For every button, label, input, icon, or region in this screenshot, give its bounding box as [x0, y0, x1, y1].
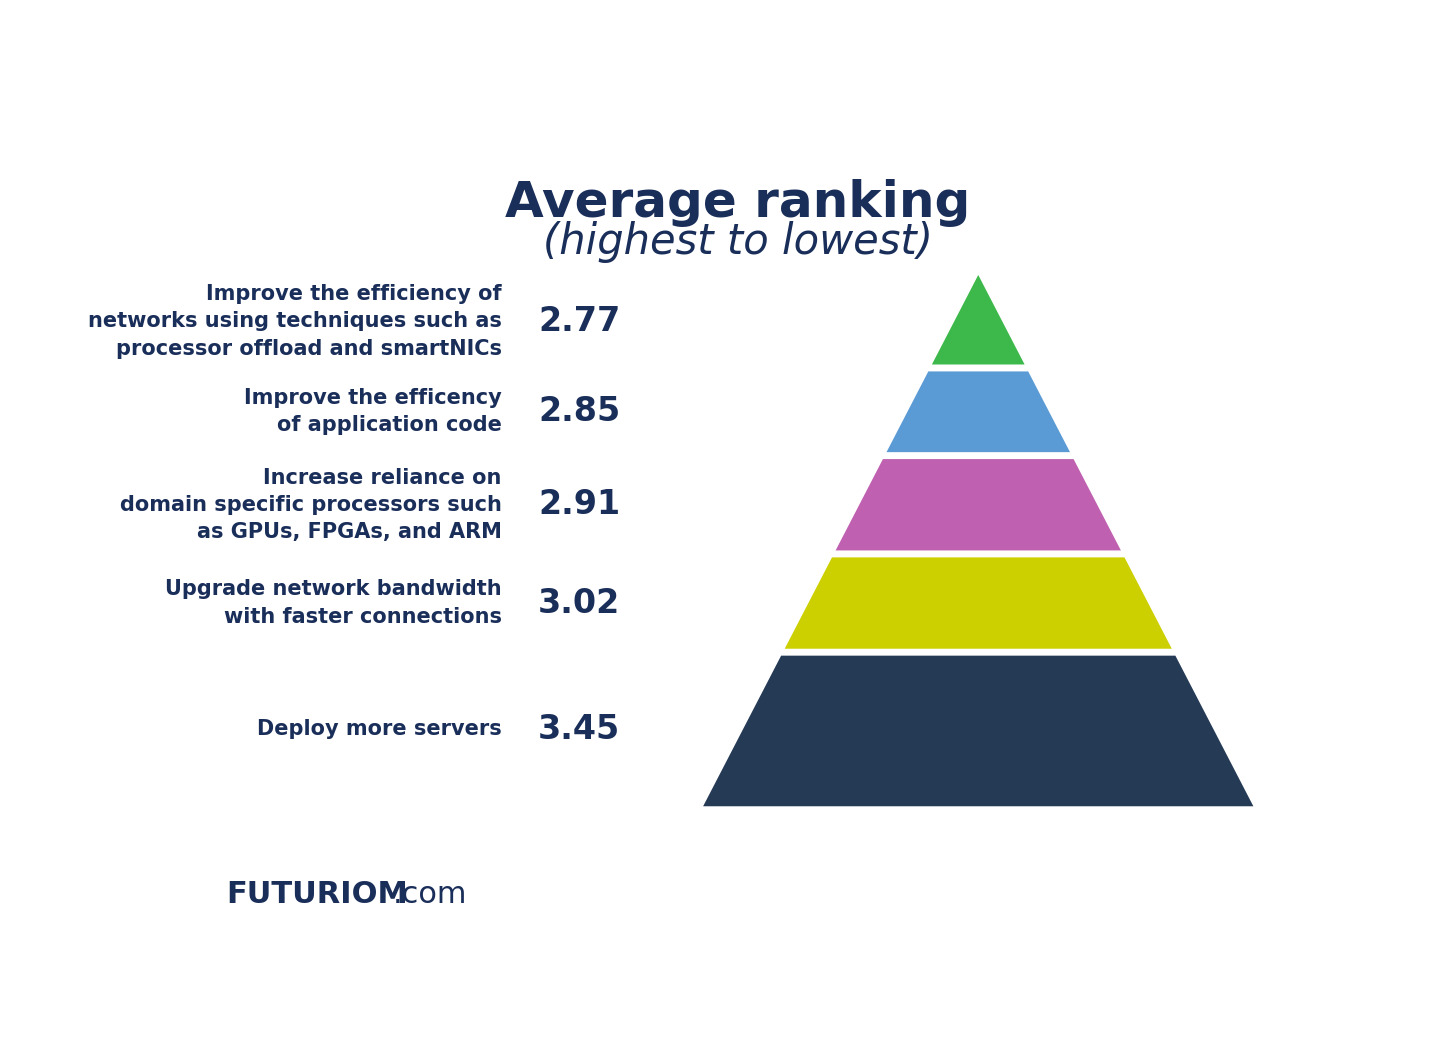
Text: Increase reliance on
domain specific processors such
as GPUs, FPGAs, and ARM: Increase reliance on domain specific pro…: [120, 468, 501, 542]
Text: 2.77: 2.77: [539, 305, 621, 338]
Text: Deploy more servers: Deploy more servers: [256, 719, 501, 739]
Text: 2.85: 2.85: [539, 395, 621, 429]
Polygon shape: [835, 459, 1120, 551]
Text: .com: .com: [393, 880, 468, 910]
Polygon shape: [932, 275, 1025, 364]
Polygon shape: [703, 656, 1253, 807]
Polygon shape: [785, 557, 1172, 649]
Text: 3.45: 3.45: [539, 713, 621, 746]
Text: Average ranking: Average ranking: [505, 179, 971, 226]
Text: FUTURIOM: FUTURIOM: [226, 880, 409, 910]
Text: Upgrade network bandwidth
with faster connections: Upgrade network bandwidth with faster co…: [166, 579, 501, 627]
Text: Improve the efficiency of
networks using techniques such as
processor offload an: Improve the efficiency of networks using…: [88, 284, 501, 359]
Text: Improve the efficency
of application code: Improve the efficency of application cod…: [243, 389, 501, 435]
Polygon shape: [887, 372, 1070, 452]
Text: (highest to lowest): (highest to lowest): [543, 221, 933, 263]
Text: 2.91: 2.91: [539, 489, 621, 521]
Text: 3.02: 3.02: [539, 587, 621, 619]
